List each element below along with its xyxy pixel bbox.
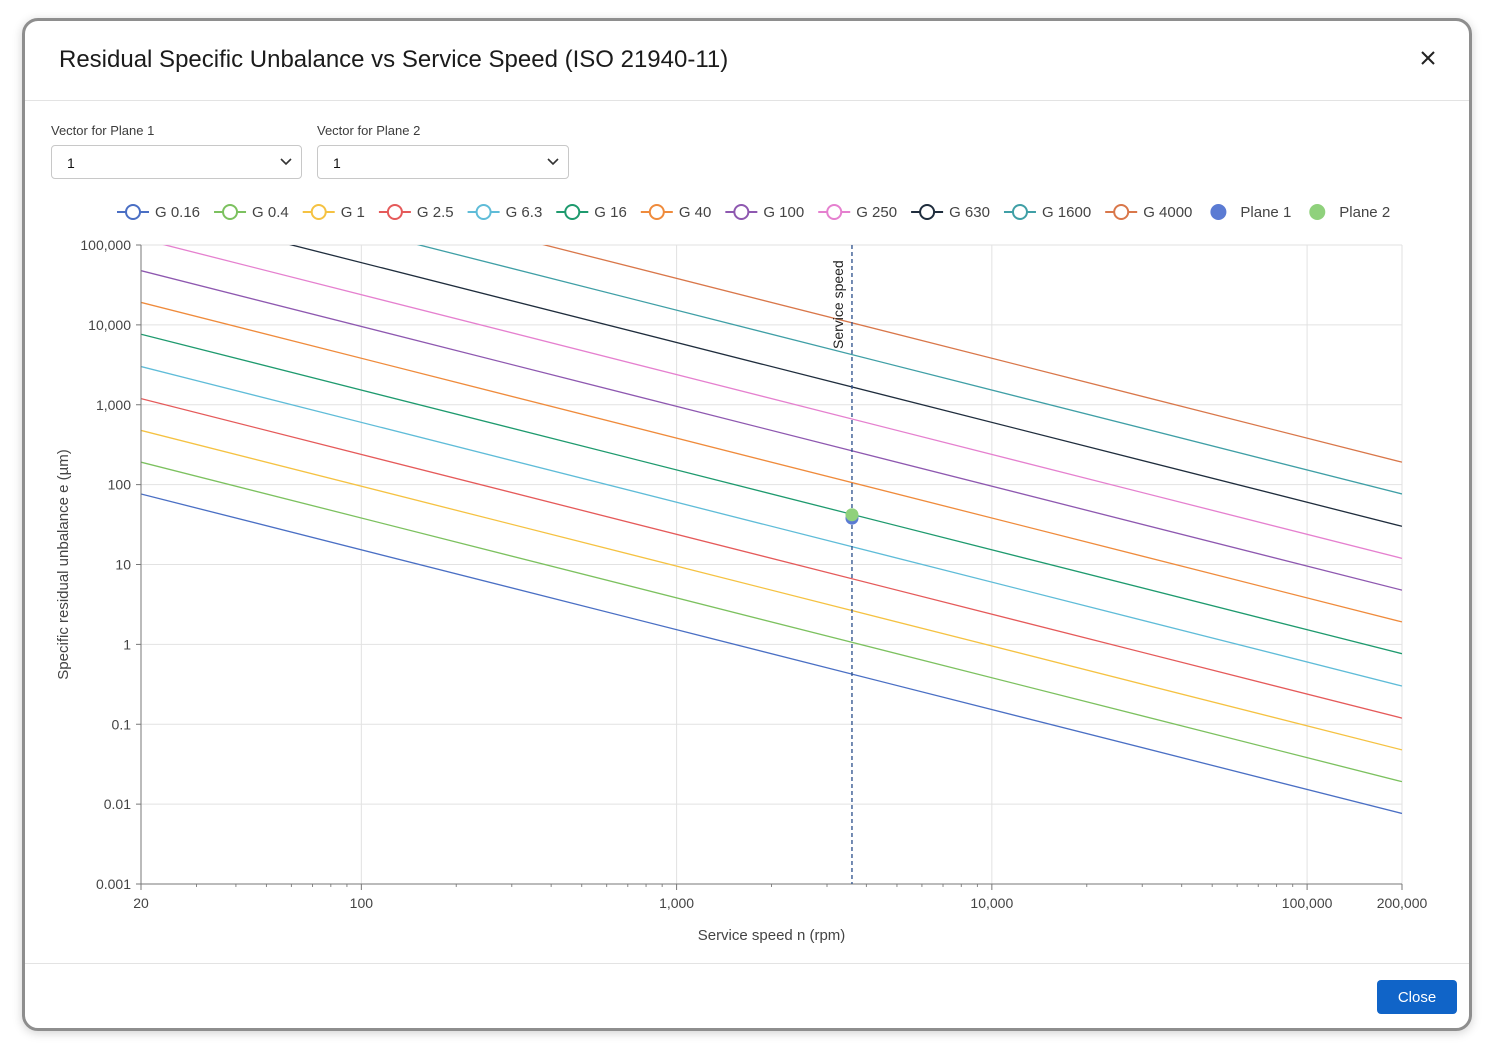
legend-marker-icon (564, 204, 581, 220)
legend-marker-icon (648, 204, 665, 220)
chart-grid (140, 244, 1403, 885)
plane2-select[interactable]: 1 (317, 145, 569, 179)
grade-line (141, 301, 1402, 623)
y-tick-label: 10 (115, 557, 131, 573)
legend-marker-icon (222, 204, 239, 220)
legend-marker-icon (826, 204, 843, 220)
chart-legend: G 0.16 G 0.4 G 1 G 2.5 G 6.3 G 16 G 40 G 100 G 2… (117, 204, 1390, 221)
legend-label: G 4000 (1143, 204, 1192, 221)
legend-label: G 1 (341, 204, 365, 221)
legend-label: Plane 1 (1240, 204, 1291, 221)
legend-label: Plane 2 (1339, 204, 1390, 221)
grade-line (141, 333, 1402, 655)
dialog-footer: Close (25, 963, 1469, 1028)
grade-line (141, 397, 1402, 719)
y-axis-label: Specific residual unbalance e (µm) (55, 449, 72, 679)
x-tick-label: 10,000 (970, 895, 1013, 911)
x-tick-label: 20 (133, 895, 149, 911)
y-tick-label: 100,000 (80, 237, 131, 253)
y-tick-label: 100 (108, 477, 132, 493)
dialog-header: Residual Specific Unbalance vs Service S… (25, 21, 1469, 101)
legend-marker-icon (919, 204, 936, 220)
close-button[interactable]: Close (1377, 980, 1457, 1014)
plane2-label: Vector for Plane 2 (317, 123, 421, 138)
grade-line (162, 245, 1402, 559)
x-tick-label: 1,000 (659, 895, 694, 911)
legend-label: G 1600 (1042, 204, 1091, 221)
plane-points (845, 508, 859, 525)
legend-marker-icon (733, 204, 750, 220)
y-tick-label: 0.001 (96, 876, 131, 892)
x-tick-label: 200,000 (1377, 895, 1428, 911)
y-tick-label: 10,000 (88, 317, 131, 333)
y-tick-label: 0.1 (112, 716, 132, 732)
plane1-label: Vector for Plane 1 (51, 123, 155, 138)
legend-marker-icon (1011, 204, 1028, 220)
legend-label: G 0.4 (252, 204, 289, 221)
x-tick-label: 100,000 (1282, 895, 1333, 911)
grade-lines (141, 245, 1402, 815)
grade-line (542, 245, 1402, 463)
plane1-select[interactable]: 1 (51, 145, 302, 179)
grade-line (289, 245, 1402, 527)
grade-line (141, 365, 1402, 687)
chevron-down-icon (547, 158, 559, 166)
plane-point (845, 508, 859, 522)
dialog-title: Residual Specific Unbalance vs Service S… (59, 46, 729, 73)
legend-marker-icon (125, 204, 141, 220)
legend-label: G 16 (594, 204, 627, 221)
service-speed-label: Service speed (830, 260, 846, 349)
legend-label: G 630 (949, 204, 990, 221)
grade-line (141, 270, 1402, 591)
legend-point-icon (1309, 204, 1326, 220)
legend-marker-icon (475, 204, 492, 220)
legend-marker-icon (1113, 204, 1130, 220)
legend-label: G 250 (856, 204, 897, 221)
chevron-down-icon (280, 158, 292, 166)
chart-dialog: Residual Specific Unbalance vs Service S… (22, 18, 1472, 1031)
grade-line (416, 245, 1402, 495)
grade-line (141, 429, 1402, 751)
y-tick-label: 1 (123, 636, 131, 652)
y-tick-label: 0.01 (104, 796, 131, 812)
legend-label: G 2.5 (417, 204, 454, 221)
grade-line (141, 493, 1402, 815)
legend-marker-icon (386, 204, 403, 220)
legend-label: G 6.3 (506, 204, 543, 221)
legend-marker-icon (310, 204, 327, 220)
legend-point-icon (1210, 204, 1227, 220)
grade-line (141, 461, 1402, 783)
legend-label: G 0.16 (155, 204, 200, 221)
x-axis-label: Service speed n (rpm) (698, 927, 846, 944)
x-tick-label: 100 (350, 895, 374, 911)
close-icon[interactable] (1417, 47, 1439, 69)
y-tick-label: 1,000 (96, 397, 131, 413)
legend-label: G 40 (679, 204, 712, 221)
legend-label: G 100 (763, 204, 804, 221)
plane1-value: 1 (67, 155, 75, 171)
plane2-value: 1 (333, 155, 341, 171)
service-speed-marker: Service speed (830, 245, 853, 884)
